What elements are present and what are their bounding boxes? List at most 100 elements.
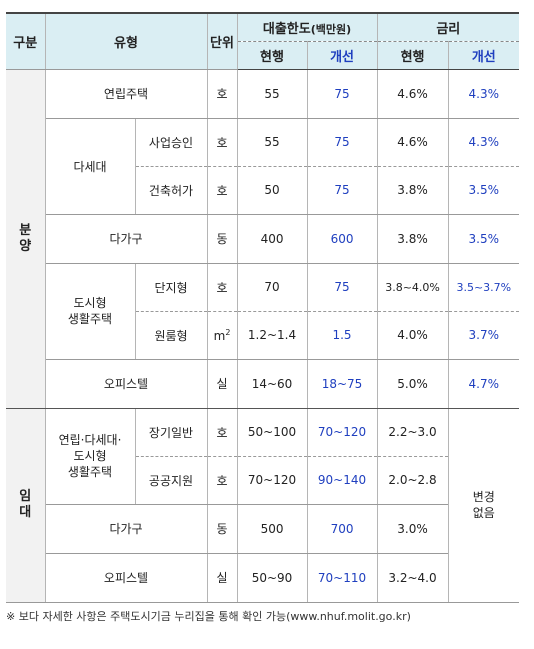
limit-current-cell: 50~90 <box>236 553 308 603</box>
table-row: 오피스텔 실 14~60 18~75 5.0% 4.7% <box>6 359 520 409</box>
rate-improved-cell: 4.3% <box>447 69 520 119</box>
header-row-2: 현행 개선 현행 개선 <box>6 41 520 70</box>
unchanged-line-1: 변경 <box>472 490 495 504</box>
table-row: 다가구 동 400 600 3.8% 3.5% <box>6 214 520 264</box>
rate-current-cell: 3.0% <box>376 504 449 554</box>
limit-current-cell: 50~100 <box>236 408 308 457</box>
unit-superscript: 2 <box>225 327 231 337</box>
group-line: 연립·다세대· <box>58 433 122 447</box>
group-line: 생활주택 <box>67 465 113 479</box>
limit-current-cell: 70~120 <box>236 456 308 505</box>
group-line: 도시형 <box>73 449 107 463</box>
rate-current-cell: 3.8% <box>376 166 449 215</box>
limit-current-cell: 500 <box>236 504 308 554</box>
group-cell: 다세대 <box>44 118 136 215</box>
subtype-cell: 공공지원 <box>134 456 208 505</box>
table-row: 오피스텔 실 50~90 70~110 3.2~4.0 <box>6 553 519 603</box>
type-cell: 다가구 <box>44 214 208 264</box>
limit-improved-cell: 70~110 <box>306 553 378 603</box>
unit-cell: 호 <box>206 118 238 167</box>
rate-improved-cell: 4.7% <box>447 359 520 409</box>
section-rent-char-2: 대 <box>19 505 32 520</box>
unit-cell: 실 <box>206 359 238 409</box>
rate-improved-cell: 4.3% <box>447 118 520 167</box>
subtype-cell: 장기일반 <box>134 408 208 457</box>
header-limit-current: 현행 <box>236 41 308 70</box>
header-loan-limit: 대출한도(백만원) <box>236 13 378 42</box>
subtype-cell: 단지형 <box>134 263 208 312</box>
header-type: 유형 <box>44 13 208 70</box>
unit-cell: 호 <box>206 408 238 457</box>
subtype-cell: 건축허가 <box>134 166 208 215</box>
unit-cell: 호 <box>206 69 238 119</box>
unit-cell: m2 <box>206 311 238 360</box>
limit-improved-cell: 600 <box>306 214 378 264</box>
type-cell: 오피스텔 <box>44 553 208 603</box>
header-rate-improved: 개선 <box>447 41 520 70</box>
limit-improved-cell: 75 <box>306 118 378 167</box>
type-cell: 다가구 <box>44 504 208 554</box>
table-row: 도시형 생활주택 단지형 호 70 75 3.8~4.0% 3.5~3.7% <box>6 263 520 360</box>
limit-current-cell: 14~60 <box>236 359 308 409</box>
limit-improved-cell: 700 <box>306 504 378 554</box>
unit-cell: 동 <box>206 504 238 554</box>
rate-current-cell: 2.2~3.0 <box>376 408 449 457</box>
limit-current-cell: 400 <box>236 214 308 264</box>
section-rent-char-1: 임 <box>19 489 32 504</box>
header-row-1: 구분 유형 단위 대출한도(백만원) 금리 <box>6 13 520 70</box>
rate-current-cell: 3.2~4.0 <box>376 553 449 603</box>
table-row: 다세대 사업승인 호 55 75 4.6% 4.3% <box>6 118 520 215</box>
section-sale-char-2: 양 <box>19 238 32 254</box>
limit-current-cell: 50 <box>236 166 308 215</box>
unit-cell: 호 <box>206 166 238 215</box>
group-line: 생활주택 <box>67 312 113 326</box>
limit-improved-cell: 75 <box>306 263 378 312</box>
rate-improved-cell: 3.7% <box>447 311 520 360</box>
unchanged-line-2: 없음 <box>472 506 495 520</box>
section-sale-char-1: 분 <box>19 222 32 238</box>
limit-current-cell: 55 <box>236 118 308 167</box>
limit-current-cell: 70 <box>236 263 308 312</box>
unit-cell: 호 <box>206 456 238 505</box>
unit-cell: 호 <box>206 263 238 312</box>
limit-improved-cell: 70~120 <box>306 408 378 457</box>
header-rate: 금리 <box>376 13 520 42</box>
type-cell: 오피스텔 <box>44 359 208 409</box>
limit-current-cell: 1.2~1.4 <box>236 311 308 360</box>
header-unit: 단위 <box>206 13 238 70</box>
rate-current-cell: 2.0~2.8 <box>376 456 449 505</box>
rate-current-cell: 4.6% <box>376 69 449 119</box>
table-row: 공공지원 호 70~120 90~140 2.0~2.8 <box>6 456 519 505</box>
limit-improved-cell: 18~75 <box>306 359 378 409</box>
unit-cell: 실 <box>206 553 238 603</box>
group-line: 도시형 <box>73 296 107 310</box>
rate-improved-cell: 3.5% <box>447 166 520 215</box>
subtype-cell: 사업승인 <box>134 118 208 167</box>
unit-cell: 동 <box>206 214 238 264</box>
rate-current-cell: 3.8% <box>376 214 449 264</box>
table-row: 건축허가 호 50 75 3.8% 3.5% <box>6 166 520 215</box>
header-rate-current: 현행 <box>376 41 449 70</box>
header-gubun: 구분 <box>6 13 46 70</box>
rate-current-cell: 4.6% <box>376 118 449 167</box>
table-row: 원룸형 m2 1.2~1.4 1.5 4.0% 3.7% <box>6 311 520 360</box>
footnote: ※ 보다 자세한 사항은 주택도시기금 누리집을 통해 확인 가능(www.nh… <box>6 610 411 623</box>
table-row: 다가구 동 500 700 3.0% <box>6 504 519 554</box>
limit-improved-cell: 75 <box>306 69 378 119</box>
limit-improved-cell: 90~140 <box>306 456 378 505</box>
limit-current-cell: 55 <box>236 69 308 119</box>
rate-improved-cell: 3.5% <box>447 214 520 264</box>
unit-text: m <box>213 328 226 343</box>
rate-current-cell: 5.0% <box>376 359 449 409</box>
header-loan-limit-label: 대출한도 <box>262 21 311 37</box>
rate-current-cell: 3.8~4.0% <box>376 263 449 312</box>
type-cell: 연립주택 <box>44 69 208 119</box>
limit-improved-cell: 1.5 <box>306 311 378 360</box>
